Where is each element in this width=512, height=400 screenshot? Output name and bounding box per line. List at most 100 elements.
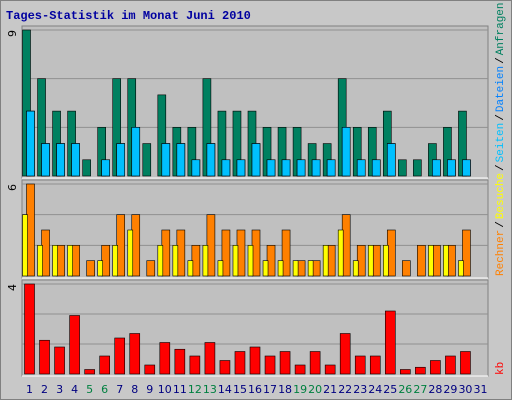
bar (56, 143, 65, 177)
legend-entry: Besuche (495, 173, 507, 219)
legend-separator: / (495, 221, 507, 228)
x-tick-label: 27 (413, 383, 427, 396)
bar (367, 245, 374, 277)
bar (219, 360, 231, 375)
legend-entry: Rechner (495, 230, 507, 276)
x-tick-label: 12 (188, 383, 202, 396)
legend-separator: / (495, 164, 507, 171)
bar (144, 364, 156, 375)
x-tick-label: 24 (368, 383, 382, 396)
bar (204, 342, 216, 375)
bar (174, 348, 186, 375)
bar (84, 369, 95, 375)
bar (52, 245, 58, 277)
x-tick-label: 21 (323, 383, 337, 396)
bar (356, 159, 366, 177)
x-tick-label: 2 (41, 383, 48, 396)
bar (157, 245, 164, 277)
bar (413, 159, 422, 177)
x-tick-label: 22 (338, 383, 352, 396)
x-tick-label: 13 (203, 383, 217, 396)
bar (262, 260, 269, 277)
x-tick-label: 8 (131, 383, 138, 396)
bar (369, 355, 381, 375)
bar (172, 245, 179, 277)
x-tick-label: 18 (278, 383, 292, 396)
bar (428, 245, 434, 277)
bar (112, 245, 119, 277)
bar (217, 260, 224, 277)
x-tick-label: 28 (428, 383, 442, 396)
x-tick-label: 16 (248, 383, 262, 396)
bar (86, 260, 95, 277)
x-tick-label: 20 (308, 383, 322, 396)
x-tick-label: 26 (398, 383, 412, 396)
bar (339, 333, 351, 375)
bar (264, 355, 276, 375)
bar (430, 360, 441, 375)
bar (279, 351, 291, 375)
bar (402, 260, 411, 277)
x-tick-label: 30 (458, 383, 472, 396)
bar (249, 346, 261, 375)
bar (142, 143, 152, 177)
x-tick-label: 15 (233, 383, 247, 396)
bar (384, 310, 396, 375)
bar (82, 159, 91, 177)
bar (324, 364, 336, 375)
bar (26, 110, 35, 177)
bar (37, 245, 43, 277)
bar (22, 214, 28, 277)
bar (161, 143, 171, 177)
y-tick-label: 9 (6, 30, 19, 37)
bar (322, 245, 329, 277)
bar (99, 355, 110, 375)
bar (202, 245, 209, 277)
bar (251, 143, 261, 177)
bar (97, 260, 103, 277)
legend: Rechner/Besuche/Seiten/Dateien/Anfragen (495, 2, 507, 276)
bar (309, 351, 321, 375)
x-tick-label: 9 (146, 383, 153, 396)
x-tick-label: 10 (158, 383, 172, 396)
bar (307, 260, 314, 277)
x-tick-label: 23 (353, 383, 367, 396)
bar (232, 245, 239, 277)
bar (462, 229, 471, 277)
bar (221, 159, 231, 177)
bar (67, 245, 73, 277)
bar (458, 260, 464, 277)
bar (41, 143, 50, 177)
bar (234, 351, 246, 375)
bar (277, 260, 284, 277)
legend-entry: Anfragen (495, 2, 507, 55)
bar (417, 245, 426, 277)
x-tick-label: 5 (86, 383, 93, 396)
bar (398, 159, 407, 177)
x-tick-label: 1 (26, 383, 33, 396)
bar (445, 355, 456, 375)
legend-separator: / (495, 114, 507, 121)
bar (400, 369, 411, 375)
x-tick-label: 4 (71, 383, 78, 396)
bar (311, 159, 321, 177)
bar (189, 355, 201, 375)
bar (296, 159, 306, 177)
bar (24, 283, 35, 375)
x-tick-label: 7 (116, 383, 123, 396)
bar (341, 127, 351, 177)
bar (462, 159, 471, 177)
bar (54, 346, 65, 375)
y-tick-label: 6 (6, 184, 19, 191)
bar (447, 159, 456, 177)
legend-entry: Seiten (495, 123, 507, 163)
bar (354, 355, 366, 375)
legend: kb (495, 362, 507, 375)
x-tick-label: 3 (56, 383, 63, 396)
bar (443, 245, 449, 277)
bar (386, 143, 396, 177)
x-tick-label: 11 (173, 383, 187, 396)
x-tick-label: 6 (101, 383, 108, 396)
bar (460, 351, 471, 375)
